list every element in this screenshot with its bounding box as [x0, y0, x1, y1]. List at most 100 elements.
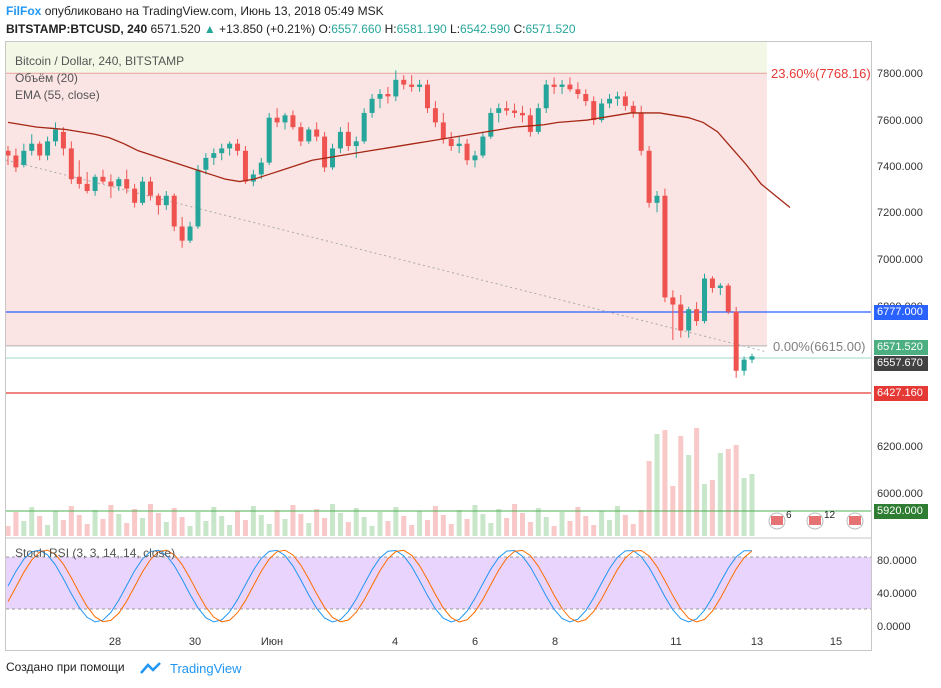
price-label-blue: 6777.000 [874, 305, 928, 320]
volume-bar [353, 508, 359, 536]
volume-bar [583, 516, 589, 536]
candle-body [163, 195, 169, 206]
candle-body [678, 304, 684, 331]
candle-body [155, 195, 161, 206]
price-tick-label: 7800.000 [877, 68, 923, 80]
candle-body [686, 309, 692, 331]
author-link[interactable]: FilFox [6, 4, 42, 18]
candle-body [187, 226, 193, 241]
tradingview-logo[interactable]: TradingView [139, 659, 249, 682]
volume-bar [179, 517, 185, 536]
candle-body [274, 117, 280, 123]
close-value: 6571.520 [525, 22, 576, 36]
candle-body [614, 96, 620, 99]
candle-body [345, 131, 351, 147]
volume-bar [330, 504, 336, 536]
candle-body [290, 115, 296, 128]
volume-bar [60, 520, 66, 536]
volume-bar [709, 480, 715, 536]
volume-bar [638, 510, 644, 536]
candle-body [551, 84, 557, 87]
volume-bar [519, 513, 525, 536]
time-tick-label: 15 [830, 636, 842, 648]
candle-body [353, 141, 359, 147]
volume-bar [163, 522, 169, 536]
stoch-tick-label: 80.0000 [877, 555, 917, 567]
candle-body [417, 84, 423, 87]
candle-body [654, 195, 660, 203]
candle-body [472, 155, 478, 161]
volume-bar [21, 521, 27, 536]
volume-bar [140, 518, 146, 536]
candle-body [456, 143, 462, 147]
candle-body [322, 136, 328, 168]
candle-body [13, 155, 19, 168]
candle-body [599, 103, 605, 121]
volume-bar [345, 522, 351, 536]
us-flag-icon [809, 516, 821, 525]
volume-bar [100, 519, 106, 536]
volume-bar [725, 449, 731, 536]
candle-body [432, 108, 438, 123]
volume-bar [472, 505, 478, 536]
symbol-label: BITSTAMP:BTCUSD, 240 [6, 22, 148, 36]
volume-legend: Объём (20) [15, 71, 78, 85]
price-tick-label: 7200.000 [877, 207, 923, 219]
candle-body [266, 117, 272, 163]
candle-body [725, 285, 731, 312]
candle-body [203, 157, 209, 170]
volume-bar [242, 520, 248, 536]
volume-bar [227, 525, 233, 536]
candle-body [227, 143, 233, 149]
candle-body [464, 143, 470, 161]
candle-body [21, 150, 27, 165]
stoch-d-line [7, 549, 753, 623]
candle-body [242, 150, 248, 182]
volume-bar [298, 514, 304, 536]
volume-bar [266, 524, 272, 536]
volume-bar [551, 526, 557, 536]
volume-bar [401, 516, 407, 536]
stoch-k-line [7, 549, 753, 623]
candle-body [132, 188, 138, 203]
volume-bar [488, 523, 494, 536]
candle-body [385, 94, 391, 97]
volume-bar [646, 461, 652, 536]
volume-bar [385, 521, 391, 536]
volume-bar [607, 520, 613, 536]
volume-bar [68, 506, 74, 536]
created-with-text: Создано при помощи [6, 660, 125, 674]
volume-bar [369, 526, 375, 536]
volume-bar [124, 523, 130, 536]
candle-body [219, 148, 225, 154]
candle-body [124, 179, 130, 189]
price-label-open: 6557.670 [874, 356, 928, 371]
candle-body [448, 138, 454, 147]
candle-body [519, 112, 525, 116]
candle-body [409, 84, 415, 87]
volume-bar [377, 512, 383, 536]
volume-bar [195, 512, 201, 536]
volume-bar [314, 509, 320, 536]
candle-body [68, 148, 74, 180]
ema-legend: EMA (55, close) [15, 88, 100, 102]
time-tick-label: Июн [261, 636, 283, 648]
candle-body [100, 176, 106, 182]
volume-bar [187, 526, 193, 536]
candle-body [741, 359, 747, 371]
candle-body [567, 84, 573, 90]
volume-bar [440, 515, 446, 536]
time-tick-label: 28 [109, 636, 121, 648]
chart-frame [5, 41, 872, 651]
candle-body [504, 108, 510, 111]
candle-body [60, 131, 66, 149]
volume-bar [5, 526, 11, 536]
candle-body [92, 176, 98, 191]
volume-bar [92, 510, 98, 536]
volume-bar [543, 517, 549, 536]
volume-bar [599, 511, 605, 536]
candle-body [147, 181, 153, 196]
us-flag-icon [771, 516, 783, 525]
volume-bar [480, 514, 486, 536]
